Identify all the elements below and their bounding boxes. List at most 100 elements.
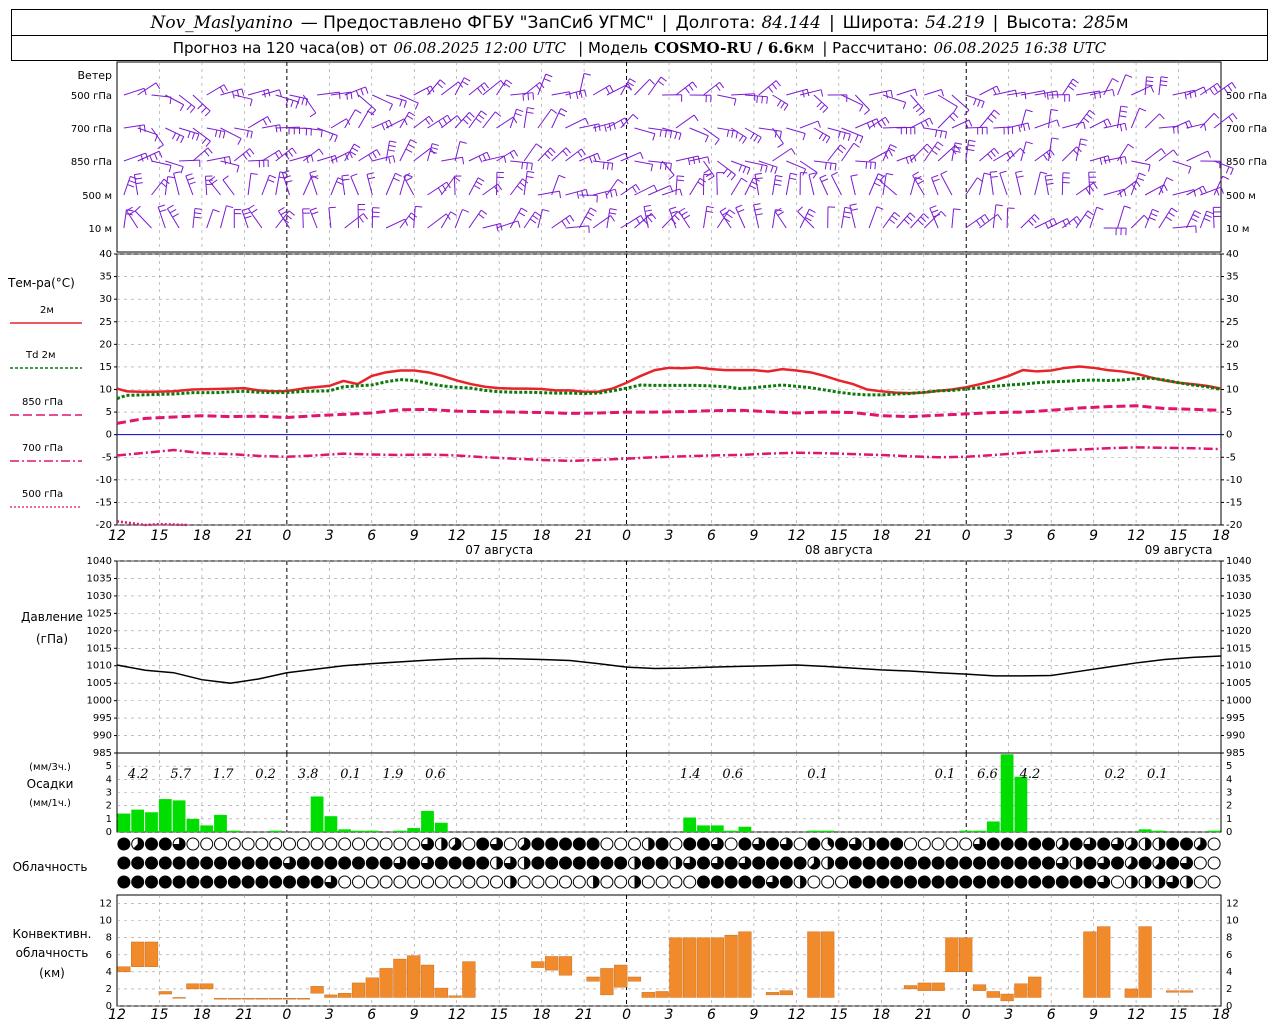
wind-barb-flag [454,176,461,182]
wind-barb-flag [367,110,375,116]
conv-bar [1014,983,1028,998]
wind-barb [173,173,180,196]
cloud-fill-middle [1097,857,1110,870]
wind-barb-flag [789,177,797,181]
wind-barb [735,207,746,229]
wind-barb-flag [1096,206,1104,211]
conv-tick-label-right: 10 [1226,916,1239,927]
precip-bar [421,810,434,832]
cloud-fill-middle [200,857,213,869]
wind-barb [344,213,364,229]
pressure-line [116,655,1222,684]
wind-barb-flag [1045,178,1053,181]
conv-bar [269,998,283,1000]
wind-barb [717,94,737,100]
wind-barb-flag [218,130,222,138]
wind-barb-flag [1207,150,1212,158]
wind-barb [1186,86,1205,96]
wind-barb-flag [545,73,553,78]
wind-barb-flag [829,162,832,171]
wind-barb-flag [558,112,566,117]
wind-barb [772,175,777,196]
wind-barb [281,172,290,196]
wind-barb-flag [1139,107,1147,112]
pressure-tick-label-right: 1040 [1226,556,1251,567]
wind-barb [854,94,870,111]
wind-barb-flag [462,157,465,165]
wind-barb-flag [993,147,1000,155]
wind-barb-flag [1165,216,1173,222]
wind-barb-flag [837,148,844,154]
wind-barb-flag [204,110,211,117]
temp-tick-label-left: 40 [99,249,112,260]
wind-barb-flag [820,89,824,97]
wind-barb-flag [610,190,613,198]
wind-barb [358,111,369,129]
wind-barb-flag [140,154,144,162]
wind-barb-flag [1190,217,1198,222]
hour-label-bottom: 21 [235,1007,253,1023]
precip-3h-label: 1.7 [213,767,234,782]
cloud-fill-lower [242,876,255,888]
wind-barb-flag [932,178,940,182]
cloud-cover-upper [462,837,476,851]
cloud-fill-upper [835,838,848,850]
wind-barb-flag [940,210,947,217]
wind-barb [841,94,864,106]
wind-barb [730,177,742,196]
cloud-fill-middle [173,857,186,869]
conv-tick-label-left: 0 [106,1001,112,1012]
cloud-fill-middle [614,857,627,869]
wind-barb-flag [1034,214,1040,220]
wind-barb-flag [475,181,483,186]
wind-barb-flag [311,175,319,179]
wind-barb-flag [576,191,580,199]
wind-barb [151,178,165,196]
wind-barb-flag [1025,109,1033,113]
wind-barb-flag [674,131,678,139]
conv-bar [117,966,131,973]
wind-barb [813,160,837,165]
conv-tick-label-left: 4 [106,967,112,978]
wind-barb [592,188,616,196]
forecast-start: 06.08.2025 12:00 UTC [393,39,567,57]
precip-bar [710,825,724,832]
wind-barb-flag [480,209,488,215]
cloud-fill-middle [269,857,282,869]
conv-tick-label-right: 6 [1226,950,1232,961]
wind-barb-flag [611,163,614,171]
alt-value: 285 [1083,12,1116,33]
wind-barb-flag [609,208,617,211]
wind-barb [675,175,678,196]
wind-barb [813,94,829,108]
wind-barb [385,218,405,229]
wind-barb [634,127,656,135]
hour-label-bottom: 15 [490,1007,508,1023]
wind-barb-flag [358,216,364,223]
wind-barb [1200,186,1222,196]
wind-barb [882,212,895,229]
wind-barb-flag [931,174,939,179]
wind-barb [716,160,736,176]
conv-bar [282,998,297,1000]
wind-barb-flag [590,207,597,212]
wind-barb [192,127,211,142]
wind-barb-flag [135,182,143,185]
wind-barb [206,209,214,229]
wind-barb-flag [614,189,618,197]
wind-barb-flag [249,148,255,155]
wind-level-label-left: 10 м [89,224,112,235]
precip-bar [352,830,365,832]
wind-barb-flag [1194,210,1202,215]
wind-barb [965,94,985,103]
wind-barb-flag [635,184,641,191]
precip-bar [186,818,200,832]
wind-barb [910,177,916,196]
cloud-cover-upper [945,837,959,851]
cloud-fill-lower [1097,876,1110,888]
conv-bar [683,937,697,998]
wind-barb [797,211,815,229]
wind-barb-flag [783,104,789,111]
wind-barb-flag [172,132,177,140]
wind-barb-flag [530,163,533,171]
